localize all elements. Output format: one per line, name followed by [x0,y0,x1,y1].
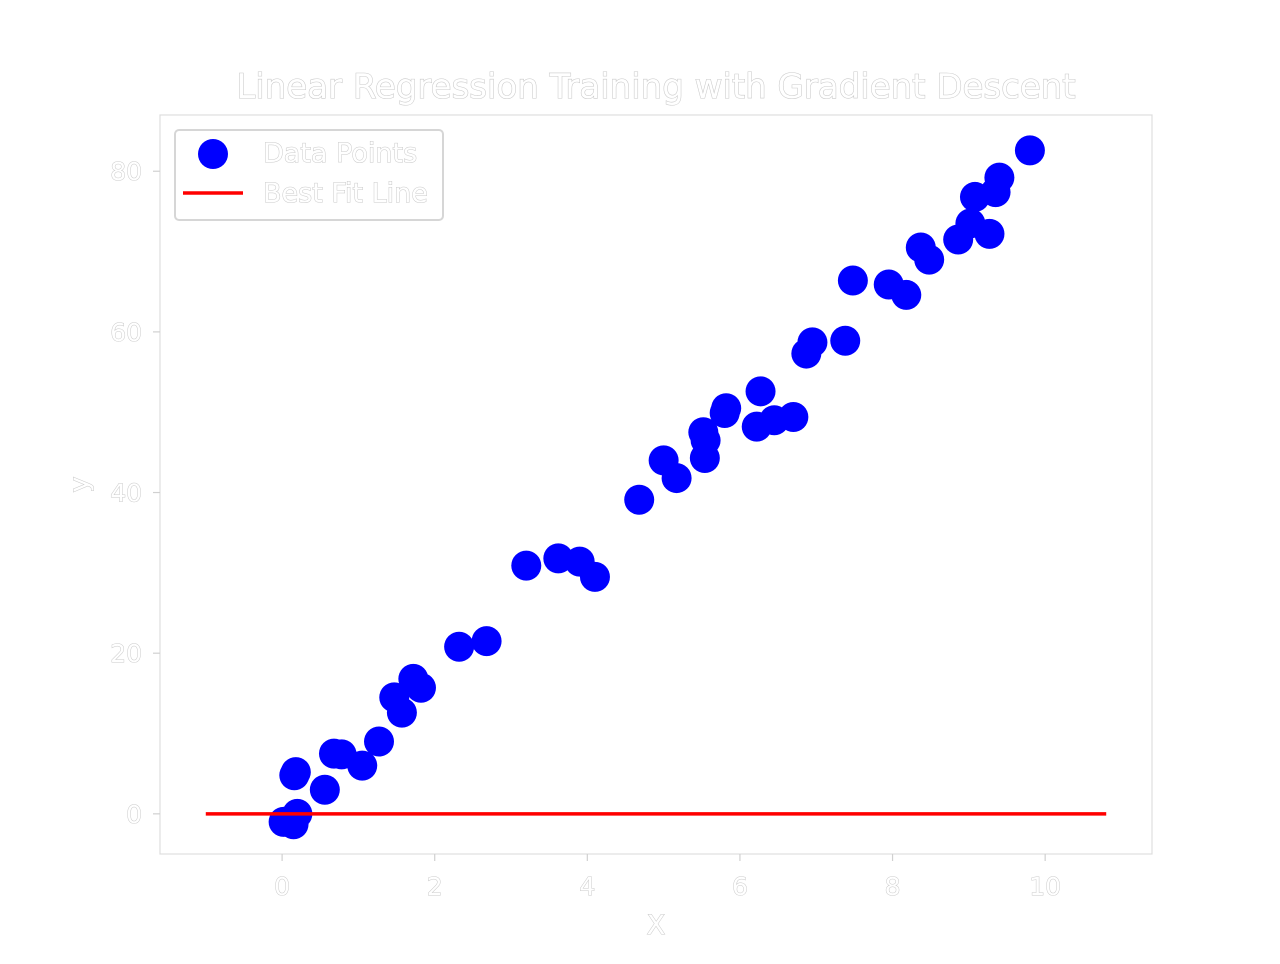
y-tick-label: 0 [126,800,142,829]
data-point [386,697,417,728]
data-point [745,376,776,407]
legend-marker-data-points [198,139,228,169]
data-point [778,402,809,433]
data-point [364,726,395,757]
chart-title: Linear Regression Training with Gradient… [236,67,1075,107]
data-point [914,244,945,275]
series-layer [205,135,1107,840]
data-point [579,561,610,592]
data-point [1014,135,1045,166]
data-point [309,774,340,805]
y-tick-label: 40 [110,479,142,508]
axes: 0 2 4 6 8 10 0 20 40 60 80 [110,157,1062,902]
y-axis-label: y [64,476,95,492]
data-point [974,218,1005,249]
data-point [279,760,310,791]
x-tick-label: 8 [885,872,901,901]
x-tick-label: 10 [1029,872,1061,901]
y-tick-label: 60 [110,318,142,347]
data-point [471,626,502,657]
x-tick-label: 2 [427,872,443,901]
legend-box [174,129,444,221]
x-tick-label: 0 [274,872,290,901]
data-point [347,750,378,781]
data-point [405,672,436,703]
y-tick-label: 20 [110,639,142,668]
data-point [689,442,720,473]
data-point [830,325,861,356]
data-point [891,279,922,310]
data-point [511,550,542,581]
x-axis-label: X [647,910,666,941]
x-tick-label: 4 [579,872,595,901]
legend-label-best-fit-line: Best Fit Line [263,178,428,209]
y-tick-label: 80 [110,157,142,186]
legend: Data Points Best Fit Line [174,129,444,221]
data-point [709,398,740,429]
legend-label-data-points: Data Points [263,138,417,169]
data-point [797,327,828,358]
plot-area [159,114,1153,855]
x-tick-label: 6 [732,872,748,901]
data-point [624,484,655,515]
data-point [444,631,475,662]
data-point [984,162,1015,193]
data-point [661,463,692,494]
data-point [837,265,868,296]
